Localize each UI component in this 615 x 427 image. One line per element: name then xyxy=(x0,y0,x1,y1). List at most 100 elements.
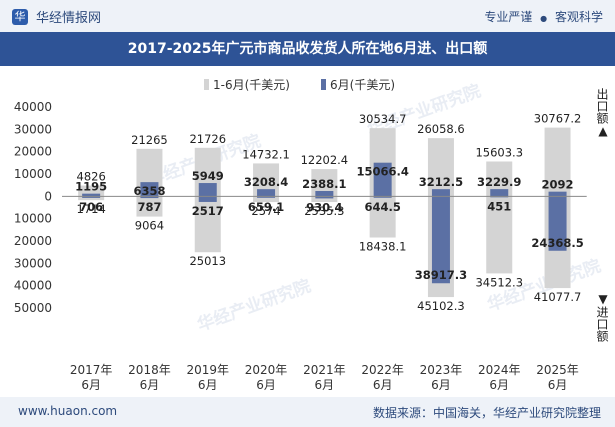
y-tick-label: 20000 xyxy=(14,234,52,248)
bar-month-export xyxy=(373,162,392,197)
bar-month-export xyxy=(257,189,276,197)
label-month-export: 2092 xyxy=(542,178,574,192)
label-ytd-import: 9064 xyxy=(135,219,164,233)
bar-month-import xyxy=(82,196,101,198)
label-month-import: 24368.5 xyxy=(531,236,583,250)
label-ytd-export: 15603.3 xyxy=(475,145,523,159)
label-ytd-import: 1714 xyxy=(77,202,106,216)
up-arrow-icon: ▲ xyxy=(598,124,608,138)
label-ytd-import: 2535.3 xyxy=(304,204,344,218)
label-ytd-export: 30767.2 xyxy=(534,112,582,126)
bar-month-import xyxy=(373,196,392,198)
watermark-text: 华经产业研究院 xyxy=(195,275,314,335)
bars xyxy=(78,127,571,298)
bar-month-export xyxy=(198,183,217,197)
bar-ytd-import xyxy=(78,196,105,201)
x-tick-label: 2023年 6月 xyxy=(420,363,463,392)
label-ytd-import: 2574 xyxy=(251,204,280,218)
label-ytd-export: 14732.1 xyxy=(242,147,290,161)
data-labels: 4826 1714 1195 706 21265 9064 6358 787 21726 2501… xyxy=(75,112,584,313)
x-tick-label: 2025年 6月 xyxy=(536,363,579,392)
label-ytd-import: 18438.1 xyxy=(359,240,407,254)
bar-month-import xyxy=(548,196,567,251)
top-bar: 华 华经情报网 专业严谨 ● 客观科学 xyxy=(0,0,615,32)
bar-ytd-import xyxy=(369,196,396,238)
bar-ytd-import xyxy=(136,196,163,217)
label-month-export: 15066.4 xyxy=(356,165,408,179)
bar-month-import xyxy=(431,196,450,284)
y-tick-label: 40000 xyxy=(14,279,52,293)
label-ytd-import: 25013 xyxy=(189,254,226,268)
import-side-label: ▼ 进口额 xyxy=(595,292,611,342)
bar-ytd-export xyxy=(544,127,571,197)
legend-swatch-ytd xyxy=(204,79,209,90)
label-month-import: 787 xyxy=(137,200,161,214)
y-tick-label: 0 xyxy=(44,189,52,203)
label-month-export: 1195 xyxy=(75,180,107,194)
label-ytd-import: 41077.7 xyxy=(534,290,582,304)
x-tick-label: 2020年 6月 xyxy=(245,363,288,392)
label-month-import: 2517 xyxy=(192,204,224,218)
x-axis: 2017年 6月 2018年 6月 2019年 6月 2020年 6月 2021年 6月 2022年… xyxy=(70,363,579,392)
label-ytd-import: 45102.3 xyxy=(417,299,465,313)
bar-month-export xyxy=(140,182,159,197)
tag-objective: 客观科学 xyxy=(554,10,603,24)
label-ytd-import: 34512.3 xyxy=(475,275,523,289)
bar-month-import xyxy=(315,196,334,199)
x-tick-label: 2021年 6月 xyxy=(303,363,346,392)
tagline: 专业严谨 ● 客观科学 xyxy=(480,8,603,25)
bar-month-import xyxy=(140,196,159,199)
y-tick-label: 30000 xyxy=(14,122,52,136)
label-month-import: 930.4 xyxy=(306,200,342,214)
label-month-export: 6358 xyxy=(133,184,165,198)
bar-ytd-import xyxy=(486,196,513,274)
x-tick-label: 2024年 6月 xyxy=(478,363,521,392)
tag-separator: ● xyxy=(540,14,548,23)
bar-month-import xyxy=(198,196,217,202)
tag-professional: 专业严谨 xyxy=(484,10,533,24)
label-month-import: 706 xyxy=(79,200,103,214)
y-tick-label: 10000 xyxy=(14,167,52,181)
y-tick-label: 10000 xyxy=(14,212,52,226)
export-side-label: 出口额 ▲ xyxy=(595,88,611,138)
legend-label-month: 6月(千美元) xyxy=(330,78,395,92)
bar-ytd-import xyxy=(194,196,221,253)
bar-month-export xyxy=(548,191,567,197)
label-ytd-export: 12202.4 xyxy=(301,153,349,167)
export-label-text: 出口额 xyxy=(595,88,609,124)
label-month-export: 3229.9 xyxy=(477,175,521,189)
label-ytd-export: 30534.7 xyxy=(359,112,407,126)
chart: 华经产业研究院华经产业研究院华经产业研究院华经产业研究院 1-6月(千美元)6月… xyxy=(14,78,604,392)
label-month-export: 2388.1 xyxy=(302,177,346,191)
label-ytd-export: 21726 xyxy=(189,132,226,146)
bar-month-import xyxy=(490,196,509,198)
footer-url: www.huaon.com xyxy=(18,404,118,418)
x-tick-label: 2019年 6月 xyxy=(186,363,229,392)
label-month-export: 5949 xyxy=(192,169,224,183)
y-tick-label: 30000 xyxy=(14,256,52,270)
import-label-text: 进口额 xyxy=(595,306,609,342)
legend-label-ytd: 1-6月(千美元) xyxy=(213,78,290,92)
label-month-export: 3212.5 xyxy=(419,175,463,189)
bar-month-export xyxy=(82,193,101,197)
bar-month-export xyxy=(490,189,509,197)
brand: 华 华经情报网 xyxy=(12,7,101,26)
brand-logo-icon: 华 xyxy=(12,8,28,25)
legend-swatch-month xyxy=(321,79,326,90)
label-month-export: 3208.4 xyxy=(244,175,288,189)
bar-ytd-export xyxy=(427,138,454,197)
legend: 1-6月(千美元) 6月(千美元) xyxy=(204,78,395,92)
y-tick-label: 20000 xyxy=(14,145,52,159)
label-month-import: 451 xyxy=(487,199,511,213)
brand-name: 华经情报网 xyxy=(36,11,102,26)
label-month-import: 644.5 xyxy=(364,200,400,214)
bar-ytd-import xyxy=(253,196,280,203)
data-source: 数据来源：中国海关，华经产业研究院整理 xyxy=(372,406,601,420)
y-tick-label: 40000 xyxy=(14,100,52,114)
x-tick-label: 2018年 6月 xyxy=(128,363,171,392)
label-month-import: 659.1 xyxy=(248,200,284,214)
label-month-import: 38917.3 xyxy=(415,268,467,282)
x-tick-label: 2017年 6月 xyxy=(70,363,113,392)
bar-month-export xyxy=(431,189,450,197)
